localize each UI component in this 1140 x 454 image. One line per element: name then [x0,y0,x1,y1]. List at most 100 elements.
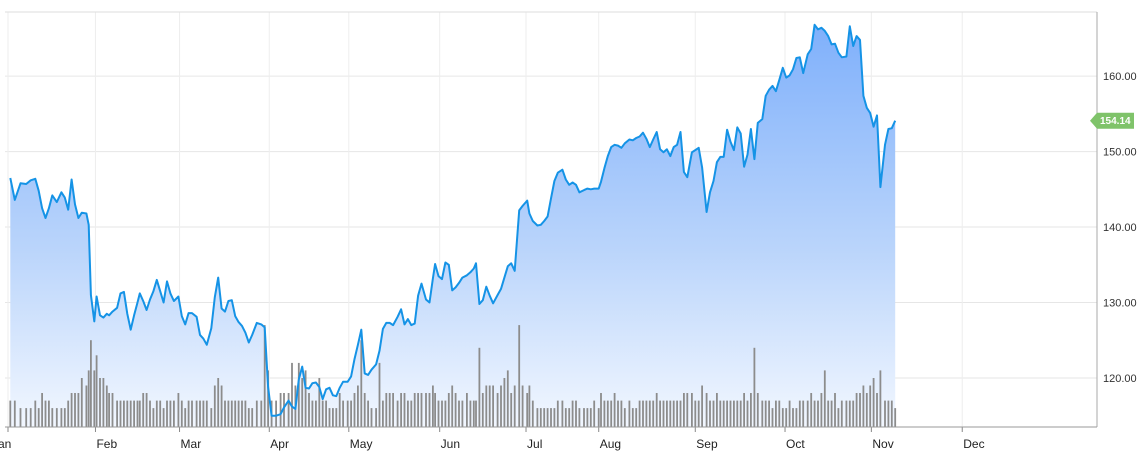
volume-bar [133,400,135,427]
volume-bar [862,385,865,427]
volume-bar [155,400,158,427]
volume-bar [613,393,616,427]
volume-bar [425,393,427,427]
volume-bar [382,400,384,427]
volume-bar [400,393,402,427]
volume-bar [894,408,897,427]
volume-bar [93,370,96,427]
volume-bar [41,393,43,427]
volume-bar [606,400,609,427]
volume-bar [890,400,893,427]
volume-bar [241,400,243,427]
volume-bar [775,400,777,427]
volume-bar [510,393,513,427]
volume-bar [701,385,703,427]
volume-bar [25,408,28,427]
volume-bar [263,325,266,427]
volume-bar [136,400,139,427]
volume-bar [712,400,715,427]
volume-bar [817,400,819,427]
volume-bar [589,408,592,427]
volume-bar [610,400,613,427]
volume-bar [795,408,798,427]
volume-bar [518,325,521,427]
volume-bar [213,385,216,427]
volume-bar [67,400,70,427]
volume-bar [546,408,549,427]
last-price-badge: 154.14 [1090,112,1134,129]
volume-bar [597,408,600,427]
volume-bar [679,400,682,427]
volume-bar [119,400,122,427]
volume-bar [458,400,460,427]
volume-bar [768,400,770,427]
volume-bar [593,400,596,427]
last-price-label: 154.14 [1100,116,1131,127]
volume-bar [466,393,468,427]
volume-bar [603,400,606,427]
volume-bar [568,408,571,427]
volume-bar [74,393,76,427]
volume-bar [129,400,132,427]
x-tick-label: Jul [527,437,542,451]
volume-bar [813,400,816,427]
volume-bar [102,378,105,427]
volume-bar [338,393,341,427]
volume-bar [116,400,118,427]
price-line-group [9,23,897,417]
volume-bar [469,400,472,427]
volume-bar [648,400,651,427]
volume-bar [267,370,269,427]
volume-bar [363,393,366,427]
volume-bar [623,408,626,427]
volume-bar [370,408,373,427]
volume-bar [328,408,331,427]
volume-bar [834,393,836,427]
volume-bar [827,400,830,427]
volume-bar [869,385,872,427]
volume-bar [87,370,90,427]
volume-bar [350,400,352,427]
volume-bar [638,400,641,427]
volume-bar [578,408,581,427]
volume-bar [315,400,317,427]
volume-bar [600,393,602,427]
volume-bar [753,347,756,427]
volume-bar [237,400,240,427]
volume-bar [184,408,187,427]
volume-bar [733,400,735,427]
volume-bar [138,400,141,427]
volume-bar [655,393,658,427]
volume-bar [716,393,718,427]
volume-bar [802,400,805,427]
volume-bar [111,393,114,427]
price-line [9,23,897,417]
volume-bar [428,393,431,427]
volume-bar [230,400,233,427]
volume-bar [13,400,16,427]
volume-bar [255,400,258,427]
volume-bar [550,408,552,427]
volume-bar [251,408,254,427]
x-tick-label: Jun [441,437,460,451]
volume-bar [631,408,634,427]
volume-bar [291,362,293,427]
volume-bar [879,370,882,427]
volume-bar [217,378,220,427]
volume-bar [44,400,47,427]
x-tick-label: Dec [963,437,984,451]
volume-bar [166,400,168,427]
volume-bar [195,400,198,427]
volume-bar [697,400,700,427]
price-area-fill [10,24,896,428]
volume-bar [761,400,764,427]
volume-bar [719,400,722,427]
x-tick-label: Jan [0,437,11,451]
volume-bar [652,400,655,427]
volume-bar [848,400,851,427]
volume-bar [876,393,878,427]
volume-bar [553,408,556,427]
volume-bar [852,400,855,427]
volume-bar [764,400,767,427]
volume-bar [771,408,774,427]
